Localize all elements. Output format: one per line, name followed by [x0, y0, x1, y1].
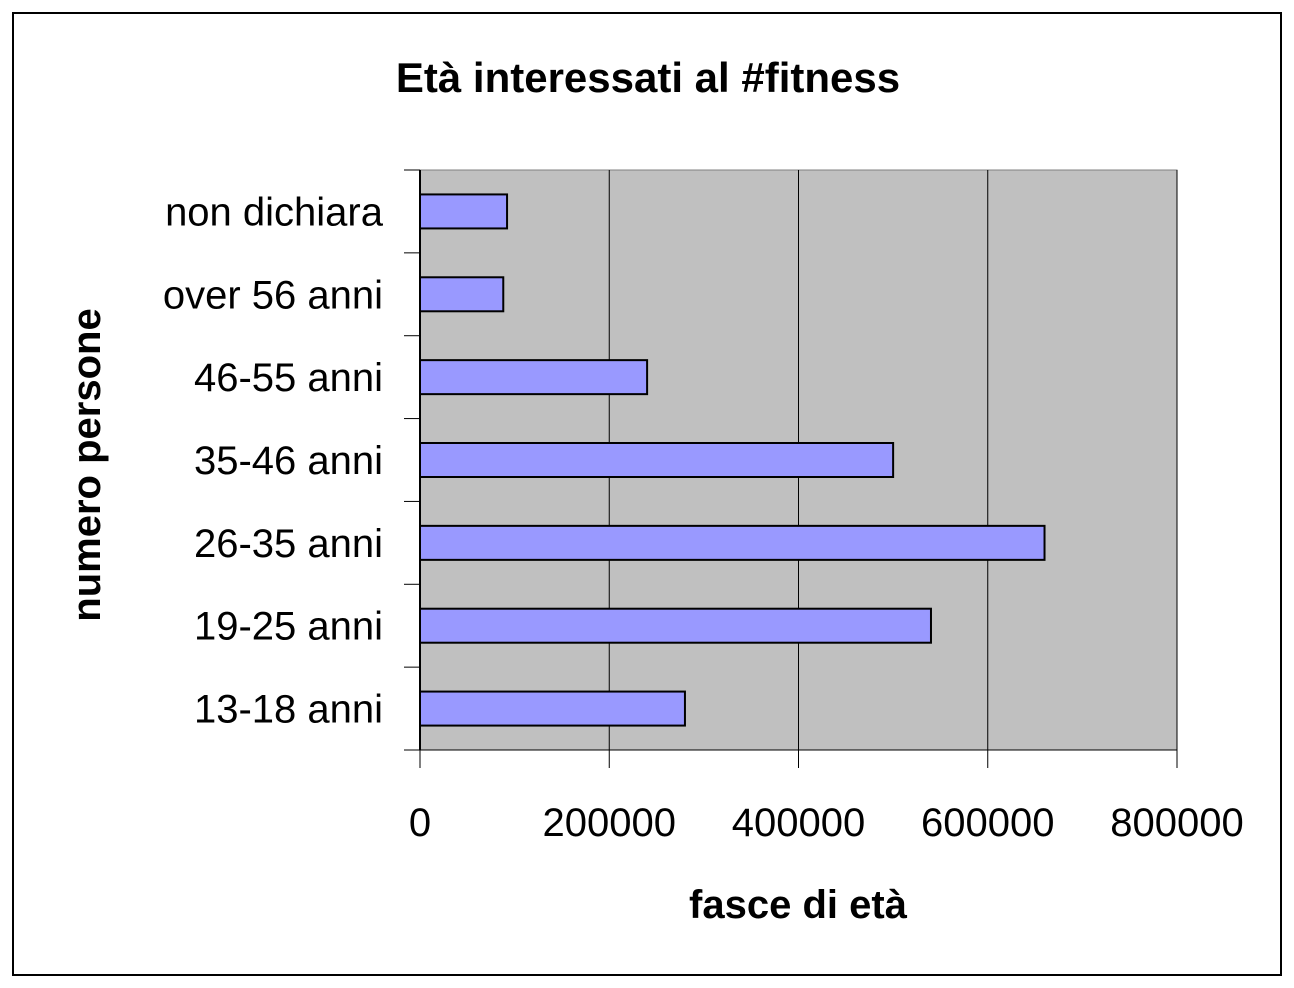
value-tick-labels: 0 200000 400000 600000 800000 [409, 801, 1244, 845]
bar [419, 276, 505, 313]
x-tick-label: 400000 [732, 801, 865, 845]
y-axis-label: numero persone [65, 308, 109, 621]
category-label: 26-35 anni [194, 522, 383, 566]
bar [419, 193, 509, 230]
x-tick-label: 800000 [1110, 801, 1243, 845]
category-label: non dichiara [165, 190, 384, 234]
x-tick-label: 0 [409, 801, 431, 845]
bar [419, 607, 932, 644]
x-tick-label: 200000 [543, 801, 676, 845]
axes [404, 169, 1178, 768]
chart-title: Età interessati al #fitness [396, 54, 900, 101]
category-label: 35-46 anni [194, 439, 383, 483]
category-label: 46-55 anni [194, 356, 383, 400]
category-label: 13-18 anni [194, 688, 383, 732]
bar [419, 442, 895, 478]
bar [419, 359, 649, 396]
category-label: over 56 anni [163, 273, 383, 317]
category-label: 19-25 anni [194, 605, 383, 649]
category-labels: 13-18 anni 19-25 anni 26-35 anni 35-46 anni… [163, 190, 384, 731]
x-axis-label: fasce di età [689, 883, 908, 927]
bars [419, 193, 1046, 727]
x-tick-label: 600000 [921, 801, 1054, 845]
bar [419, 524, 1046, 561]
bar [419, 690, 686, 727]
